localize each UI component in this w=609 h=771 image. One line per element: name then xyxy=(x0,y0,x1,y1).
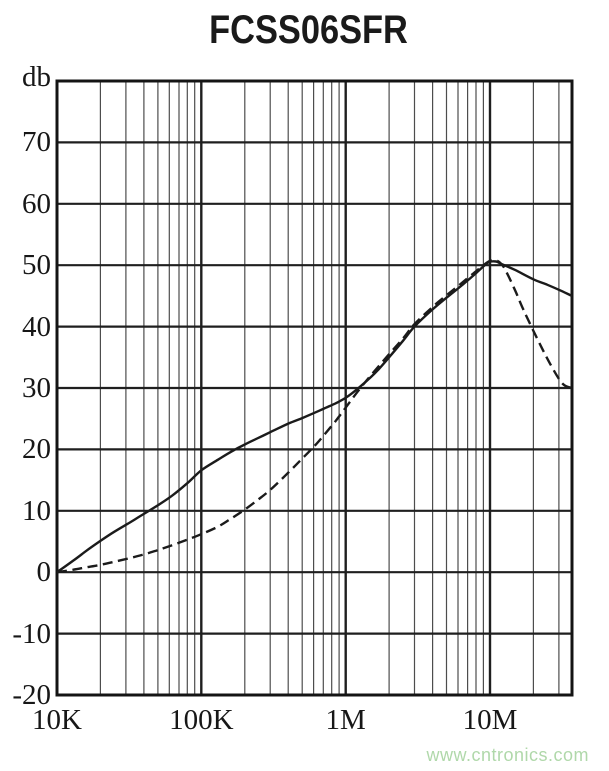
curve-dashed xyxy=(56,258,573,574)
watermark-text: www.cntronics.com xyxy=(426,745,589,765)
y-tick-label: 60 xyxy=(22,187,51,220)
curve-solid xyxy=(56,260,573,574)
x-tick-label: 10M xyxy=(462,704,518,736)
y-tick-label: 0 xyxy=(36,556,52,589)
y-tick-label: 40 xyxy=(22,310,51,343)
x-tick-label: 100K xyxy=(169,704,234,736)
y-tick-label: db xyxy=(22,61,51,93)
y-tick-label: 20 xyxy=(22,433,51,466)
chart-title: FCSS06SFR xyxy=(209,8,408,52)
y-tick-label: 50 xyxy=(22,249,51,282)
y-tick-label: 70 xyxy=(22,126,51,159)
y-tick-label: -10 xyxy=(12,617,51,650)
y-tick-label: 30 xyxy=(22,372,51,404)
y-tick-label: -20 xyxy=(12,679,51,711)
y-tick-label: 10 xyxy=(22,494,51,527)
x-tick-label: 1M xyxy=(325,704,366,736)
x-tick-label: 10K xyxy=(32,704,82,736)
